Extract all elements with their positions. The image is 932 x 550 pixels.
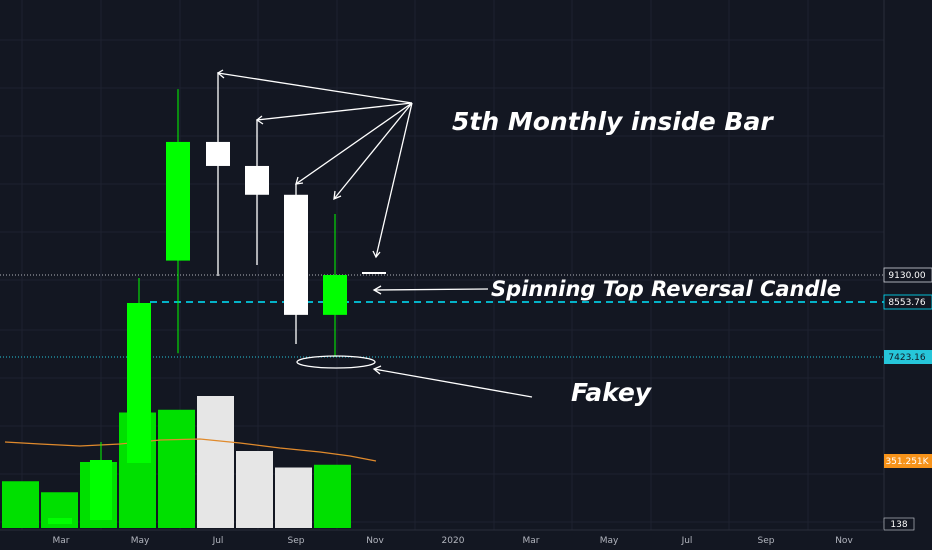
early-candles: [48, 278, 151, 524]
time-axis[interactable]: Mar May Jul Sep Nov 2020 Mar May Jul Sep Nov: [0, 529, 884, 546]
candle-body: [166, 141, 190, 261]
arrow-line: [375, 102, 413, 258]
time-axis-tick-label: Sep: [758, 536, 775, 546]
arrow-head: [295, 176, 304, 185]
ma-value-label: 351.251K: [885, 457, 929, 467]
support-level-label: 7423.16: [888, 353, 925, 363]
volume-bar: [236, 451, 273, 528]
ma-value-tag: [884, 454, 932, 468]
arrow-line: [333, 102, 413, 200]
volume-bar: [197, 396, 234, 528]
time-axis-tick-label: Jul: [212, 536, 224, 546]
arrow-head: [216, 69, 225, 79]
current-price-tag: [883, 267, 932, 283]
time-axis-tick-label: Nov: [366, 536, 384, 546]
arrow-head: [372, 285, 382, 295]
volume-bar: [314, 464, 351, 528]
support-level-tag: [884, 350, 932, 364]
annotation-spinning-top: Spinning Top Reversal Candle: [491, 277, 841, 301]
arrow-head: [255, 115, 264, 125]
time-axis-tick-label: May: [131, 536, 150, 546]
annotation-arrows: [216, 69, 533, 398]
time-axis-tick-label: Jul: [681, 536, 693, 546]
volume-moving-average: [4, 438, 377, 462]
time-axis-tick-label: Mar: [53, 536, 70, 546]
time-axis-tick-label: Mar: [523, 536, 540, 546]
volume-min-label: 138: [890, 520, 907, 530]
time-axis-tick-label: May: [600, 536, 619, 546]
current-price-label: 9130.00: [888, 271, 925, 281]
candle-body: [323, 275, 347, 315]
arrow-line: [373, 288, 489, 291]
volume-min-tag: [883, 517, 915, 531]
fakey-ellipse: [296, 355, 376, 369]
arrow-head: [372, 365, 382, 375]
time-axis-tick-label: Nov: [835, 536, 853, 546]
dashed-level-label: 8553.76: [888, 298, 925, 308]
annotation-inside-bar: 5th Monthly inside Bar: [452, 107, 774, 136]
volume-bar: [2, 481, 39, 528]
candle-body: [48, 518, 72, 524]
arrow-head: [372, 250, 381, 259]
arrow-head: [333, 190, 342, 201]
annotation-fakey: Fakey: [571, 378, 653, 407]
dashed-level-tag: [883, 294, 932, 310]
grid: [0, 0, 884, 530]
candle-body: [90, 460, 112, 520]
arrow-line: [373, 368, 533, 398]
time-axis-tick-label: Sep: [288, 536, 305, 546]
candle-body: [127, 303, 151, 463]
volume-bar: [275, 467, 312, 528]
volume-bar: [158, 409, 195, 528]
price-scale[interactable]: 9130.00 8553.76 7423.16 351.251K 138: [883, 0, 932, 531]
time-axis-tick-label: 2020: [442, 536, 465, 546]
volume-bars: [2, 396, 351, 528]
